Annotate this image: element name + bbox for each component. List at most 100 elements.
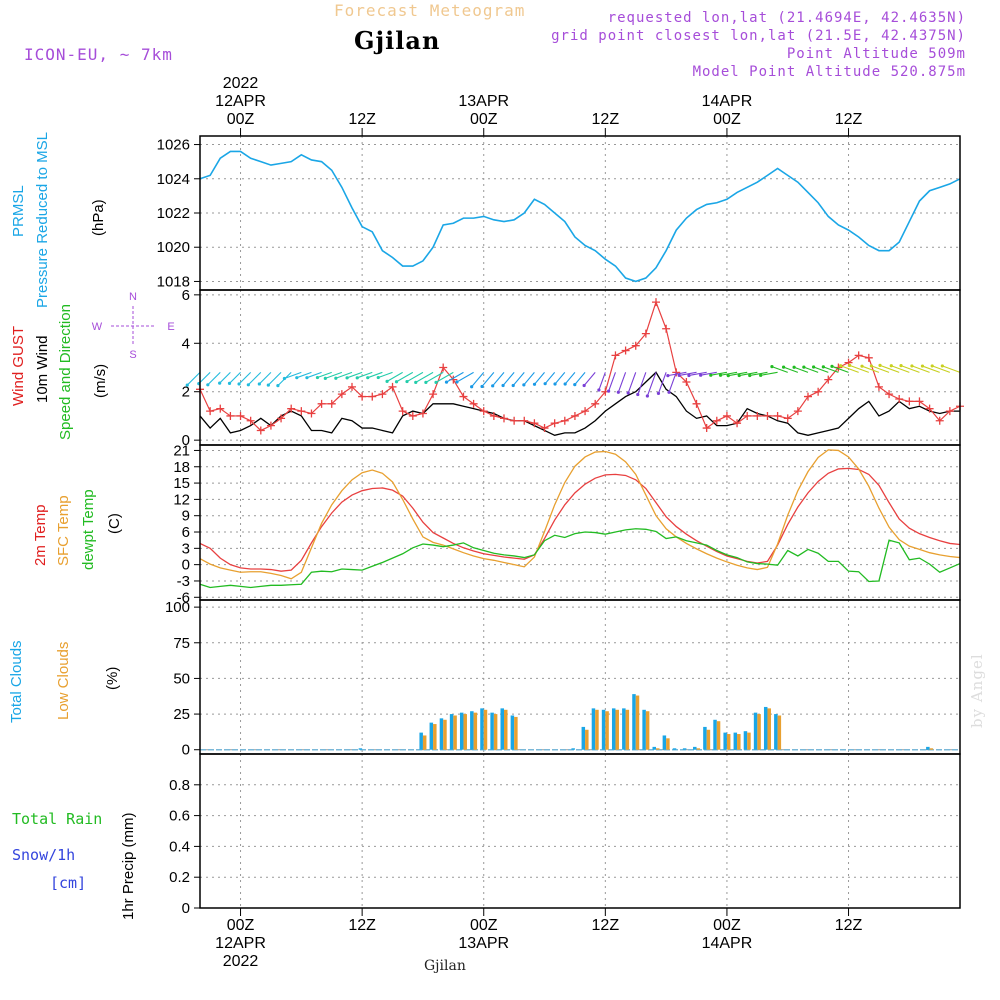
temperature-ytick-label: 15 (173, 475, 190, 492)
wind-arrow-head (839, 364, 843, 368)
wind-arrow-head (345, 376, 349, 380)
low-clouds-bar (473, 712, 478, 750)
model-altitude: Model Point Altitude 520.875m (692, 64, 966, 80)
clouds-ytick-label: 50 (173, 670, 190, 687)
wind-gust-marker (348, 382, 356, 391)
top-time-label: 2022 (223, 75, 259, 92)
wind-direction-arrow (688, 371, 707, 377)
total-clouds-bar (419, 732, 423, 750)
wind-direction-arrow (667, 371, 687, 377)
wind-gust-marker (489, 411, 498, 420)
wind-arrow-head (616, 390, 620, 394)
wind-gust-marker (874, 382, 883, 391)
temperature-ytick-label: 21 (173, 442, 190, 459)
wind-direction-arrow (922, 365, 940, 373)
wind-gust-marker (885, 390, 894, 399)
low-clouds-bar (737, 734, 741, 750)
wind-arrow-head (930, 364, 934, 368)
total-clouds-bar (642, 709, 646, 750)
wind-gust-marker (368, 392, 377, 401)
wind-gust-marker (915, 397, 924, 406)
wind-direction-arrow (186, 371, 201, 386)
low-clouds-bar (757, 714, 761, 750)
wind-gust-marker (206, 407, 215, 416)
compass-e-label: E (167, 321, 174, 333)
low-clouds-bar (504, 709, 508, 750)
wind-arrow-head (770, 364, 774, 369)
low-clouds-bar (726, 734, 731, 750)
wind-arrow-head (501, 383, 505, 388)
wind-arrow-head (812, 365, 816, 369)
wind-direction-arrow (598, 372, 606, 391)
wind-gust-marker (783, 414, 792, 423)
low-clouds-bar (585, 729, 589, 750)
wind-gust-marker (662, 324, 671, 333)
wind-arrow-head (607, 389, 611, 393)
wind-gust-marker (753, 411, 762, 420)
total-clouds-bar (763, 706, 768, 750)
wind-gust-marker (743, 411, 752, 420)
low-clouds-bar (767, 708, 771, 750)
total-clouds-bar (459, 712, 464, 750)
wind-gust-marker (479, 407, 488, 416)
low-clouds-bar (615, 709, 619, 750)
total-clouds-bar (571, 748, 575, 750)
wind-gust-marker (793, 407, 802, 416)
wind-arrow-head (597, 388, 601, 392)
wind-direction-arrow (425, 371, 444, 383)
wind-gust-marker (864, 353, 873, 362)
wind-direction-arrow (783, 366, 799, 373)
wind-direction-arrow (700, 371, 717, 376)
wind-direction-arrow (657, 372, 667, 394)
total-clouds-bar (774, 714, 778, 750)
temperature-ytick-label: 9 (182, 508, 190, 525)
wind-direction-arrow (861, 365, 880, 373)
total-clouds-bar (581, 726, 586, 750)
wind-arrow-head (726, 374, 730, 378)
wind-direction-arrow (668, 372, 677, 393)
bottom-time-label: 14APR (702, 935, 753, 952)
wind-direction-arrow (760, 371, 778, 376)
precip-label-snow: Snow/1h (12, 846, 76, 864)
low-clouds-bar (595, 709, 599, 750)
wind-gust-marker (317, 399, 326, 408)
temperature-ytick-label: 0 (182, 557, 190, 574)
low-clouds-bar (929, 748, 934, 750)
wind-arrow-head (185, 383, 189, 387)
wind-direction-arrow (831, 365, 849, 373)
low-clouds-bar (645, 711, 650, 750)
wind-gust-marker (631, 341, 640, 350)
wind-direction-arrow (739, 371, 758, 377)
wind-arrow-head (282, 376, 287, 381)
wind-arrow-head (227, 381, 232, 385)
wind-gust-marker (895, 394, 904, 403)
total-clouds-bar (682, 748, 687, 750)
total-clouds-bar (733, 732, 738, 750)
wind-gust-marker (236, 411, 245, 420)
wind-direction-arrow (879, 364, 900, 373)
total-clouds-bar (500, 708, 504, 750)
precipitation-panel-frame (199, 753, 961, 909)
gridpoint-coords: grid point closest lon,lat (21.5E, 42.43… (551, 28, 966, 44)
wind-gust-marker (621, 346, 630, 355)
precipitation-ytick-label: 0.4 (169, 838, 190, 855)
wind-direction-arrow (942, 365, 961, 373)
temp-label-dewpt: dewpt Temp (80, 489, 97, 570)
top-time-label: 00Z (470, 111, 498, 128)
wind-arrow-head (940, 364, 944, 368)
wind-direction-arrow (229, 371, 241, 384)
wind-gust-marker (246, 416, 255, 425)
wind-arrow-head (709, 373, 713, 377)
total-clouds-bar (713, 719, 717, 750)
wind-ytick-label: 2 (182, 384, 190, 401)
wind-gust-marker (733, 419, 742, 428)
wind-gust-marker (824, 375, 833, 384)
wind-arrow-head (802, 365, 806, 369)
wind-direction-arrow (523, 371, 535, 386)
wind-direction-arrow (574, 371, 586, 385)
bottom-time-label: 12APR (215, 935, 266, 952)
wind-direction-arrow (512, 371, 525, 386)
top-time-label: 14APR (702, 93, 753, 110)
model-label: ICON-EU, ~ 7km (24, 45, 173, 64)
low-clouds-bar (433, 724, 437, 750)
